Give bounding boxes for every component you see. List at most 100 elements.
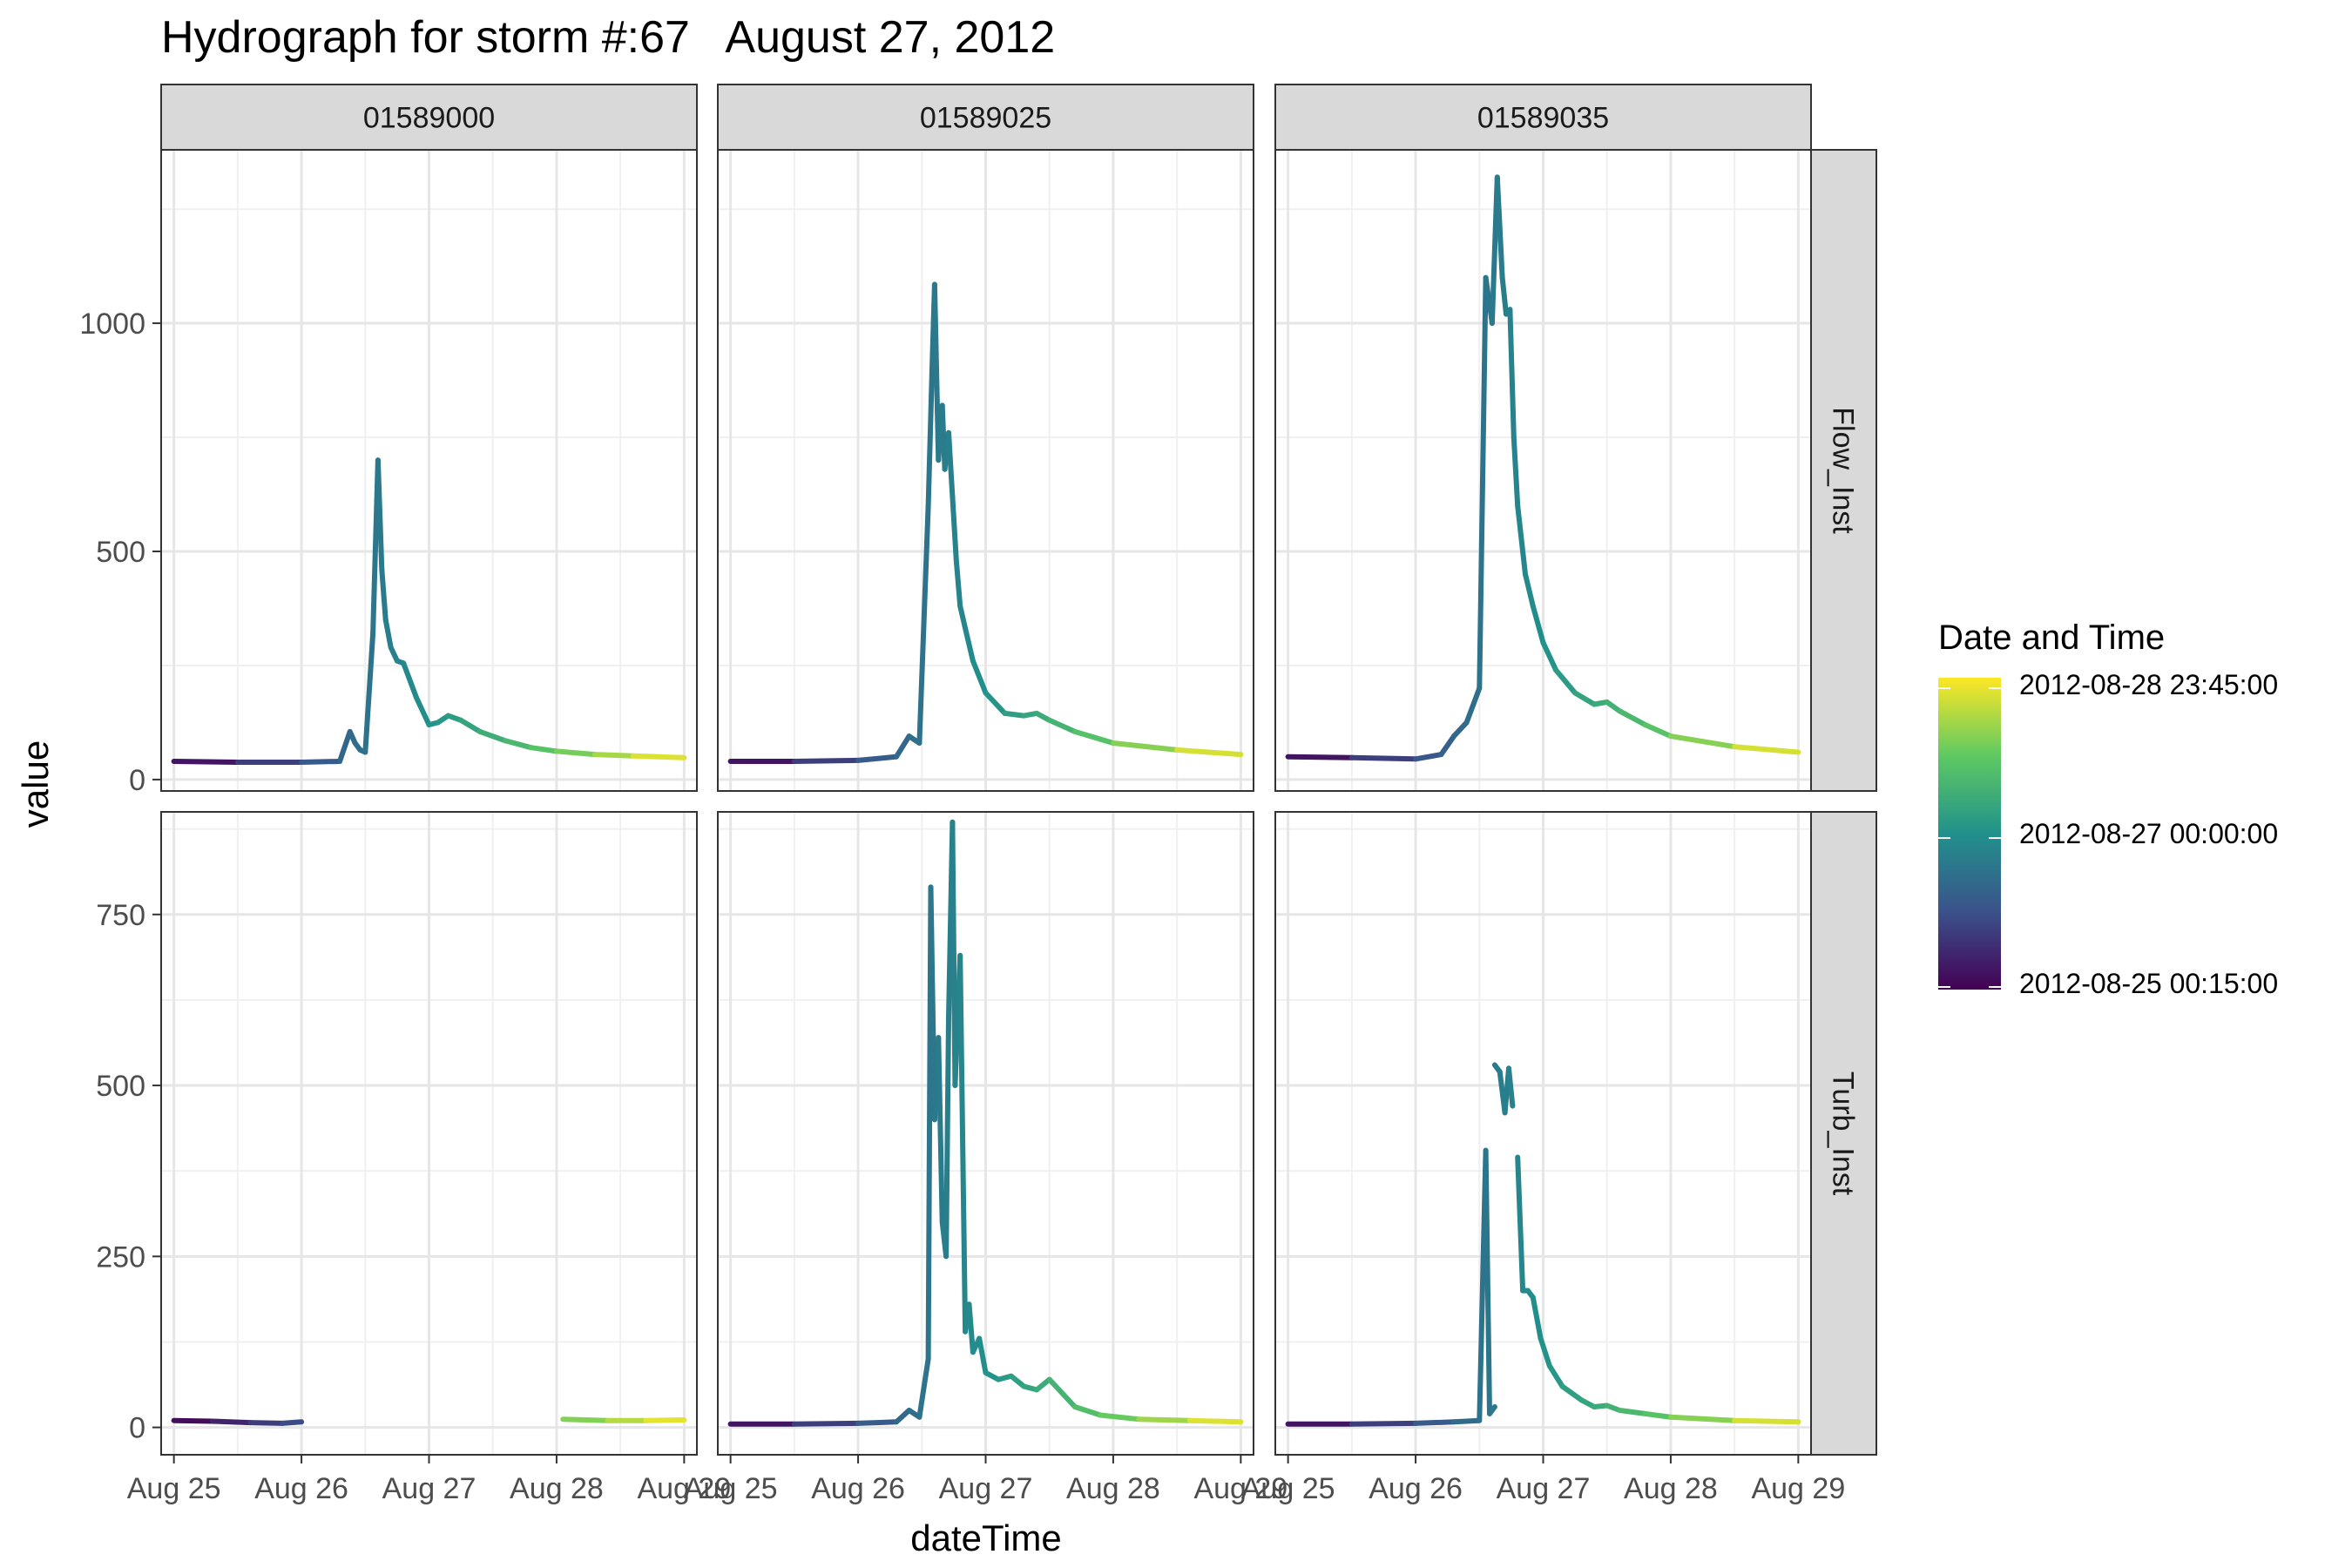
line-segment <box>280 1419 305 1426</box>
x-tick-label: Aug 26 <box>254 1472 348 1505</box>
x-tick-label: Aug 27 <box>382 1472 476 1505</box>
line-segment <box>1285 754 1355 760</box>
line-segment <box>1046 717 1078 734</box>
y-tick-label: 1000 <box>79 308 145 341</box>
line-segment <box>1110 740 1180 753</box>
facet-grid: 01589000 01589025 01589035 Flow_Inst Turb_In… <box>79 84 1877 1505</box>
strip-label: Turb_Inst <box>1827 1071 1860 1196</box>
line-segment <box>855 754 899 763</box>
line-segment <box>931 281 942 463</box>
line-segment <box>1523 571 1536 609</box>
series-line <box>1285 1147 1497 1427</box>
line-segment <box>362 631 376 755</box>
line-segment <box>1642 1410 1673 1420</box>
line-segment <box>630 753 687 760</box>
line-segment <box>1667 733 1738 750</box>
series-line <box>727 281 1244 764</box>
line-segment <box>946 429 956 500</box>
y-tick-label: 750 <box>96 899 145 932</box>
line-segment <box>983 690 1008 716</box>
line-segment <box>1540 639 1559 673</box>
series-line <box>727 819 1244 1427</box>
facet-panel <box>1274 149 1812 792</box>
facet-strip-row: Flow_Inst <box>1810 149 1877 792</box>
facet-panel <box>717 149 1254 792</box>
line-segment <box>1008 1373 1027 1389</box>
line-segment <box>1553 667 1578 696</box>
line-segment <box>375 457 385 572</box>
line-segment <box>1604 699 1623 714</box>
facet-strip-column: 01589025 <box>717 84 1254 151</box>
line-segment <box>855 1419 899 1426</box>
series-line <box>1491 1062 1516 1116</box>
line-segment <box>943 1014 951 1260</box>
line-segment <box>1617 708 1648 727</box>
series-line <box>171 1417 305 1426</box>
x-tick-label: Aug 25 <box>127 1472 221 1505</box>
line-segment <box>970 658 989 696</box>
color-legend: Date and Time 2012-08-28 23:45:00 2012-0… <box>1938 618 2278 999</box>
line-segment <box>1002 710 1027 719</box>
line-segment <box>1515 503 1528 578</box>
line-segment <box>401 660 419 700</box>
line-segment <box>1559 1383 1585 1403</box>
line-segment <box>379 566 389 623</box>
y-tick-label: 500 <box>96 1070 145 1103</box>
legend-title: Date and Time <box>1938 618 2165 657</box>
line-segment <box>1438 733 1456 758</box>
series-line <box>171 457 687 765</box>
line-segment <box>950 494 959 564</box>
line-segment <box>1451 720 1470 740</box>
line-segment <box>299 759 342 765</box>
line-segment <box>591 752 636 759</box>
x-tick-label: Aug 29 <box>1193 1472 1288 1505</box>
line-segment <box>1034 1376 1052 1393</box>
line-segment <box>1046 1376 1078 1409</box>
line-segment <box>503 738 534 751</box>
line-segment <box>963 631 976 664</box>
line-segment <box>171 1417 215 1424</box>
line-segment <box>936 1035 945 1226</box>
legend-label-min: 2012-08-25 00:15:00 <box>2019 968 2278 999</box>
line-segment <box>977 1335 989 1375</box>
line-segment <box>1572 690 1598 707</box>
line-segment <box>791 757 862 764</box>
legend-colorbar <box>1938 678 2001 990</box>
line-segment <box>957 603 970 637</box>
x-tick-label: Aug 27 <box>1497 1472 1591 1505</box>
x-axis-title: dateTime <box>910 1517 1062 1558</box>
line-segment <box>1483 1147 1492 1416</box>
x-tick-label: Aug 29 <box>1751 1472 1845 1505</box>
line-segment <box>1463 686 1483 726</box>
line-segment <box>1136 1416 1193 1423</box>
facet-strip-column: 01589035 <box>1274 84 1812 151</box>
y-axis-title: value <box>15 740 56 828</box>
line-segment <box>916 503 931 746</box>
line-segment <box>1098 1412 1142 1423</box>
line-segment <box>382 617 394 650</box>
y-tick-label: 0 <box>129 1412 145 1445</box>
x-tick-label: Aug 29 <box>637 1472 731 1505</box>
line-segment <box>171 759 240 765</box>
line-segment <box>1546 1362 1565 1389</box>
line-segment <box>1667 1414 1738 1423</box>
line-segment <box>1732 1417 1801 1425</box>
y-tick-label: 250 <box>96 1240 145 1274</box>
line-segment <box>553 748 598 758</box>
line-segment <box>1477 274 1489 692</box>
line-segment <box>1072 1404 1104 1418</box>
facet-panel <box>1274 811 1812 1456</box>
panel-border <box>1274 149 1812 792</box>
x-tick-label: Aug 28 <box>1624 1472 1718 1505</box>
line-segment <box>1499 274 1509 317</box>
line-segment <box>1413 1419 1456 1426</box>
panel-border <box>717 149 1254 792</box>
line-segment <box>1515 1154 1526 1294</box>
line-segment <box>1530 603 1546 645</box>
line-segment <box>791 1420 862 1427</box>
line-segment <box>1511 435 1521 509</box>
line-segment <box>1617 1408 1648 1416</box>
line-segment <box>643 1417 687 1423</box>
line-segment <box>925 366 935 509</box>
line-segment <box>894 1408 912 1425</box>
